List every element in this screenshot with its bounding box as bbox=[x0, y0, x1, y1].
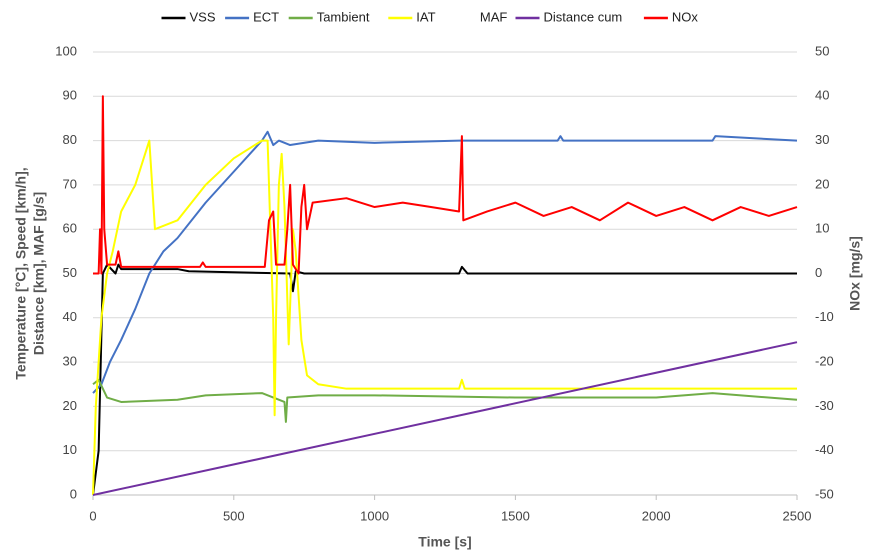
series-line bbox=[92, 378, 798, 423]
y-tick-label: 100 bbox=[55, 43, 77, 58]
y2-tick-label: 0 bbox=[815, 265, 822, 280]
y-tick-label: 0 bbox=[70, 486, 77, 501]
series-line bbox=[92, 263, 797, 496]
legend-label: ECT bbox=[253, 9, 279, 24]
series-line bbox=[92, 341, 798, 496]
y-tick-label: 70 bbox=[63, 176, 77, 191]
x-tick-label: 500 bbox=[223, 508, 245, 523]
legend-label: Distance cum bbox=[544, 9, 623, 24]
legend-label: VSS bbox=[190, 9, 216, 24]
series-line bbox=[93, 95, 798, 275]
x-tick-label: 1000 bbox=[360, 508, 389, 523]
y-tick-label: 30 bbox=[63, 354, 77, 369]
y2-tick-label: -40 bbox=[815, 442, 834, 457]
y-tick-label: 10 bbox=[63, 442, 77, 457]
y2-tick-label: 20 bbox=[815, 176, 829, 191]
x-tick-label: 2500 bbox=[783, 508, 812, 523]
series-line bbox=[92, 139, 797, 496]
y-tick-label: 80 bbox=[63, 132, 77, 147]
legend-label: NOx bbox=[672, 9, 699, 24]
y2-tick-label: 40 bbox=[815, 88, 829, 103]
x-tick-label: 1500 bbox=[501, 508, 530, 523]
y2-tick-label: -20 bbox=[815, 354, 834, 369]
y-tick-label: 40 bbox=[63, 309, 77, 324]
y2-axis-label: NOx [mg/s] bbox=[847, 236, 863, 311]
y2-tick-label: -30 bbox=[815, 398, 834, 413]
y2-tick-label: -10 bbox=[815, 309, 834, 324]
legend-label: IAT bbox=[416, 9, 435, 24]
y2-tick-label: 50 bbox=[815, 43, 829, 58]
y2-tick-label: 30 bbox=[815, 132, 829, 147]
x-tick-label: 2000 bbox=[642, 508, 671, 523]
x-axis-label: Time [s] bbox=[418, 534, 471, 550]
y2-tick-label: 10 bbox=[815, 221, 829, 236]
y-axis-label: Distance [km], MAF [g/s] bbox=[31, 192, 47, 355]
legend-label: MAF bbox=[480, 9, 508, 24]
legend-label: Tambient bbox=[317, 9, 370, 24]
x-tick-label: 0 bbox=[89, 508, 96, 523]
series-line bbox=[92, 130, 798, 394]
y-tick-label: 90 bbox=[63, 88, 77, 103]
y-axis-label: Temperature [°C], Speed [km/h], bbox=[13, 167, 29, 379]
y2-tick-label: -50 bbox=[815, 486, 834, 501]
y-tick-label: 60 bbox=[63, 221, 77, 236]
y-tick-label: 20 bbox=[63, 398, 77, 413]
y-tick-label: 50 bbox=[63, 265, 77, 280]
